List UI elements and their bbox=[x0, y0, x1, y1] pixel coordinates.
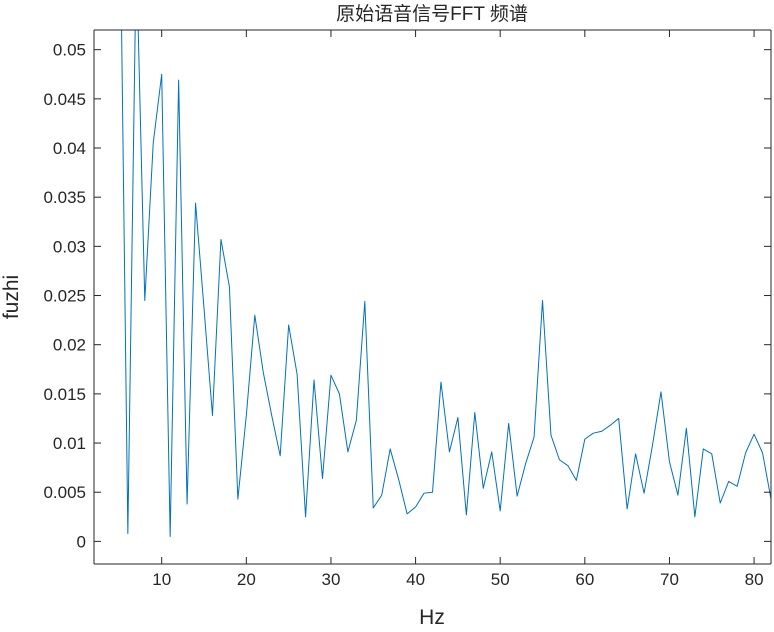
y-tick-label: 0.045 bbox=[43, 90, 86, 109]
y-tick-label: 0.005 bbox=[43, 483, 86, 502]
y-tick-label: 0.015 bbox=[43, 385, 86, 404]
x-tick-label: 60 bbox=[575, 570, 594, 589]
x-axis-label: Hz bbox=[419, 606, 445, 627]
y-tick-label: 0.04 bbox=[53, 139, 86, 158]
y-tick-label: 0.05 bbox=[53, 41, 86, 60]
y-axis-label: fuzhi bbox=[0, 275, 23, 319]
x-tick-label: 30 bbox=[321, 570, 340, 589]
plot-background bbox=[94, 30, 771, 564]
series-line-0 bbox=[121, 30, 771, 537]
chart-title: 原始语音信号FFT 频谱 bbox=[336, 3, 528, 25]
y-tick-label: 0.01 bbox=[53, 434, 86, 453]
y-tick-label: 0.025 bbox=[43, 287, 86, 306]
x-tick-label: 20 bbox=[237, 570, 256, 589]
x-tick-label: 80 bbox=[745, 570, 764, 589]
y-tick-label: 0.02 bbox=[53, 336, 86, 355]
x-tick-label: 70 bbox=[660, 570, 679, 589]
x-tick-label: 40 bbox=[406, 570, 425, 589]
x-tick-label: 10 bbox=[152, 570, 171, 589]
x-tick-label: 50 bbox=[491, 570, 510, 589]
y-tick-label: 0.035 bbox=[43, 188, 86, 207]
y-tick-label: 0 bbox=[77, 532, 86, 551]
y-tick-label: 0.03 bbox=[53, 237, 86, 256]
